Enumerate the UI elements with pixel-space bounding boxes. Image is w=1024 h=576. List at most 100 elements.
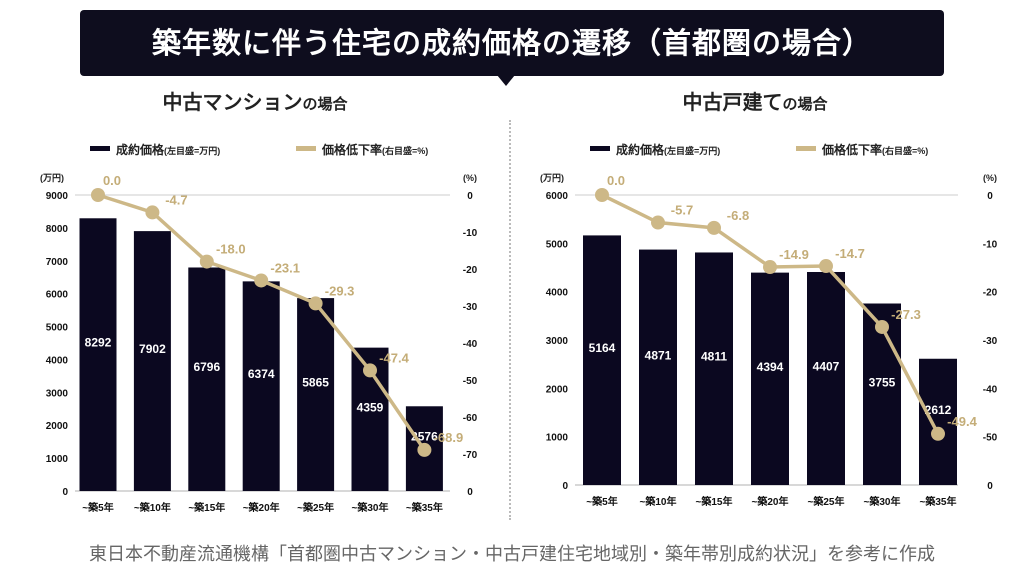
chart-title-condo: 中古マンションの場合 <box>55 86 455 115</box>
x-tick-label: ~築25年 <box>808 495 845 508</box>
legend-line-label: 価格低下率(右目盛=%) <box>321 142 428 157</box>
left-tick-label: 3000 <box>546 336 569 347</box>
rate-point <box>91 188 105 202</box>
rate-value-label: -29.3 <box>325 283 355 298</box>
bar <box>807 271 845 485</box>
legend-line-label: 価格低下率(右目盛=%) <box>821 142 928 157</box>
bar <box>751 272 789 485</box>
right-tick-label: -50 <box>463 376 478 387</box>
x-tick-label: ~築35年 <box>406 501 443 514</box>
rate-point <box>254 273 269 288</box>
rate-point <box>707 220 721 235</box>
rate-point <box>651 215 665 230</box>
legend-bar-swatch <box>90 146 110 151</box>
left-tick-label: 5000 <box>46 323 69 334</box>
right-axis-unit: (%) <box>463 173 477 183</box>
rate-point <box>145 205 160 220</box>
title-banner-pointer <box>497 75 515 86</box>
right-tick-label: -30 <box>463 302 478 313</box>
rate-value-label: -5.7 <box>671 203 693 218</box>
x-tick-label: ~築20年 <box>752 495 789 508</box>
source-note: 東日本不動産流通機構「首都圏中古マンション・中古戸建住宅地域別・築年帯別成約状況… <box>89 544 935 565</box>
bar <box>919 358 957 485</box>
left-tick-label: 9000 <box>46 191 69 202</box>
right-axis-unit: (%) <box>983 173 997 183</box>
bar <box>188 267 226 491</box>
page-title: 築年数に伴う住宅の成約価格の遷移（首都圏の場合） <box>151 26 872 60</box>
left-tick-label: 5000 <box>546 239 569 250</box>
right-tick-label: -70 <box>463 450 478 461</box>
bar-value-label: 4394 <box>757 360 784 374</box>
x-tick-label: ~築20年 <box>243 501 280 514</box>
left-tick-label: 7000 <box>46 257 69 268</box>
left-tick-label: 2000 <box>46 421 69 432</box>
right-tick-label: -10 <box>983 239 998 250</box>
x-tick-label: ~築15年 <box>696 495 733 508</box>
bar-value-label: 4407 <box>813 359 840 373</box>
rate-point <box>363 363 377 378</box>
right-tick-label: 0 <box>467 487 473 498</box>
bar <box>242 281 280 491</box>
chart-title-main: 中古戸建て <box>682 90 783 114</box>
right-tick-label: 0 <box>987 191 993 202</box>
left-axis-unit: (万円) <box>540 173 564 183</box>
x-tick-label: ~築5年 <box>82 501 113 514</box>
x-tick-label: ~築25年 <box>297 501 334 514</box>
bar <box>79 218 117 491</box>
left-tick-label: 6000 <box>546 191 569 202</box>
right-tick-label: -40 <box>463 339 478 350</box>
bar-value-label: 7902 <box>139 342 166 356</box>
x-tick-label: ~築35年 <box>920 495 957 508</box>
left-tick-label: 1000 <box>546 433 569 444</box>
left-tick-label: 0 <box>62 487 68 498</box>
rate-point <box>763 260 777 275</box>
legend-bar-label: 成約価格(左目盛=万円) <box>116 142 220 157</box>
bar <box>133 231 171 491</box>
legend-bar-swatch <box>590 146 610 151</box>
right-tick-label: -20 <box>463 265 478 276</box>
bar-value-label: 5865 <box>302 376 329 390</box>
bar-value-label: 6374 <box>248 367 275 381</box>
bar-value-label: 5164 <box>589 341 616 355</box>
x-tick-label: ~築10年 <box>640 495 677 508</box>
rate-point <box>875 319 889 334</box>
rate-point <box>308 296 323 311</box>
rate-value-label: -18.0 <box>216 242 246 257</box>
rate-value-label: -14.7 <box>835 246 865 261</box>
divider <box>509 120 511 520</box>
legend-line-swatch <box>796 146 816 151</box>
bar-value-label: 4871 <box>645 348 672 362</box>
right-tick-label: -20 <box>983 288 998 299</box>
rate-value-label: 0.0 <box>103 173 121 188</box>
rate-point <box>819 259 833 274</box>
x-tick-label: ~築30年 <box>352 501 389 514</box>
rate-value-label: -4.7 <box>165 192 187 207</box>
right-tick-label: -40 <box>983 384 998 395</box>
chart-title-house: 中古戸建ての場合 <box>555 86 955 115</box>
rate-value-label: -49.4 <box>947 414 977 429</box>
left-tick-label: 4000 <box>546 288 569 299</box>
rate-value-label: -68.9 <box>434 430 464 445</box>
chart-title-suffix: の場合 <box>782 95 828 113</box>
rate-value-label: -23.1 <box>270 260 300 275</box>
x-tick-label: ~築30年 <box>864 495 901 508</box>
right-tick-label: 0 <box>467 191 473 202</box>
bar-value-label: 3755 <box>869 375 896 389</box>
bar <box>583 235 621 485</box>
rate-point <box>931 426 945 441</box>
rate-value-label: -14.9 <box>779 247 809 262</box>
left-tick-label: 8000 <box>46 224 69 235</box>
bar-value-label: 8292 <box>85 336 112 350</box>
bar-value-label: 4811 <box>701 350 727 364</box>
title-banner <box>80 10 944 76</box>
left-tick-label: 3000 <box>46 388 69 399</box>
x-tick-label: ~築15年 <box>188 501 225 514</box>
bar-value-label: 6796 <box>193 360 220 374</box>
bar <box>639 249 677 485</box>
right-tick-label: -50 <box>983 433 998 444</box>
chart-title-suffix: の場合 <box>302 95 348 113</box>
right-tick-label: -10 <box>463 228 478 239</box>
left-tick-label: 2000 <box>546 384 569 395</box>
left-tick-label: 1000 <box>46 454 69 465</box>
